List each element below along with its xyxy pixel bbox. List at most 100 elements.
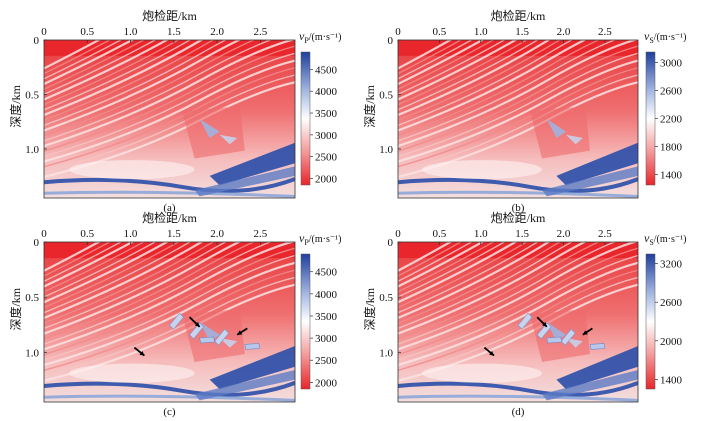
colorbar-tick-label: 2000 — [660, 336, 683, 348]
y-tick-label: 1.0 — [379, 144, 393, 156]
panel-b: 炮检距/km 0 0.5 1.0 1.5 2.0 2.5 0 0.5 1.0 深度/km (b) 140… — [362, 8, 687, 214]
heatmap-image — [398, 40, 638, 198]
colorbar-subscript: P — [304, 238, 309, 247]
colorbar-tick-label: 4000 — [315, 86, 338, 98]
y-tick-label: 0 — [388, 237, 394, 249]
panel-caption: (d) — [512, 406, 525, 418]
colorbar-tick-label: 4500 — [315, 64, 338, 76]
colorbar-tick-label: 4500 — [315, 267, 338, 279]
annotation-arrow — [582, 327, 593, 336]
annotation-arrow — [483, 346, 495, 357]
colorbar-tick-label: 1400 — [660, 374, 683, 386]
colorbar-tick-label: 3500 — [315, 108, 338, 120]
x-tick-label: 2.0 — [210, 26, 224, 38]
x-axis-label: 炮检距/km — [142, 210, 197, 225]
x-tick-label: 0 — [41, 26, 47, 38]
x-tick-label: 2.0 — [557, 228, 571, 240]
colorbar-unit: /(m·s⁻¹) — [654, 32, 687, 43]
colorbar-tick-label: 3000 — [315, 333, 338, 345]
y-axis-label: 深度/km — [362, 84, 377, 127]
colorbar: 1400 1800 2200 2600 3000 vS/(m·s⁻¹) — [644, 29, 687, 186]
plot-frame — [43, 39, 296, 199]
colorbar-title: vS/(m·s⁻¹) — [644, 231, 687, 247]
y-axis-label: 深度/km — [8, 287, 23, 330]
colorbar-unit: /(m·s⁻¹) — [309, 234, 342, 245]
colorbar-tick-label: 2500 — [315, 152, 338, 164]
x-tick-label: 2.5 — [254, 228, 268, 240]
colorbar-unit: /(m·s⁻¹) — [654, 234, 687, 245]
heatmap-image — [44, 242, 295, 402]
colorbar-subscript: P — [304, 36, 309, 45]
plot-frame — [43, 241, 296, 403]
colorbar-subscript: S — [649, 36, 653, 45]
colorbar-tick-label: 3000 — [660, 58, 683, 70]
colorbar-tick-label: 4000 — [315, 289, 338, 301]
x-tick-label: 2.5 — [598, 228, 612, 240]
x-tick-label: 1.0 — [124, 228, 138, 240]
colorbar: 1400 2000 2600 3200 vS/(m·s⁻¹) — [644, 231, 687, 390]
x-tick-label: 1.5 — [515, 228, 529, 240]
colorbar-quantity: v — [644, 29, 650, 43]
panel-a: 炮检距/km 0 0.5 1.0 1.5 2.0 2.5 0 0.5 1.0 深度/km (a) 200… — [8, 8, 342, 214]
colorbar-gradient — [645, 51, 656, 186]
x-tick-label: 2.5 — [254, 26, 268, 38]
colorbar-gradient — [645, 253, 656, 390]
heatmap-image — [44, 40, 295, 198]
colorbar-tick-label: 1800 — [660, 142, 683, 154]
plot-frame — [397, 39, 639, 199]
x-tick-label: 1.5 — [515, 26, 529, 38]
colorbar-tick-label: 2000 — [315, 377, 338, 389]
x-tick-label: 0.5 — [433, 26, 447, 38]
colorbar-tick-label: 2200 — [660, 114, 683, 126]
colorbar-tick-label: 2600 — [660, 86, 683, 98]
annotation-arrow — [236, 327, 248, 336]
x-tick-label: 0.5 — [80, 26, 94, 38]
y-tick-label: 0.5 — [25, 89, 39, 101]
colorbar-quantity: v — [644, 231, 650, 245]
x-tick-label: 1.0 — [474, 26, 488, 38]
x-tick-label: 2.0 — [557, 26, 571, 38]
panel-d: 炮检距/km 0 0.5 1.0 1.5 2.0 2.5 0 0.5 1.0 深度/km (d) 140… — [362, 210, 687, 418]
y-tick-label: 0 — [34, 237, 40, 249]
colorbar-tick-label: 2500 — [315, 355, 338, 367]
colorbar-tick-label: 3000 — [315, 130, 338, 142]
y-axis-label: 深度/km — [362, 287, 377, 330]
x-tick-label: 2.5 — [598, 26, 612, 38]
colorbar: 2000 2500 3000 3500 4000 4500 vP/(m·s⁻¹) — [299, 231, 342, 389]
y-tick-label: 1.0 — [379, 347, 393, 359]
x-axis-label: 炮检距/km — [491, 210, 546, 225]
colorbar: 2000 2500 3000 3500 4000 4500 vP/(m·s⁻¹) — [299, 29, 342, 185]
colorbar-unit: /(m·s⁻¹) — [309, 32, 342, 43]
x-tick-label: 0.5 — [433, 228, 447, 240]
colorbar-gradient — [300, 253, 311, 390]
colorbar-title: vP/(m·s⁻¹) — [299, 29, 342, 45]
x-axis-label: 炮检距/km — [142, 8, 197, 23]
y-tick-label: 0.5 — [25, 292, 39, 304]
y-tick-label: 1.0 — [25, 144, 39, 156]
annotation-arrow — [133, 346, 145, 357]
x-tick-label: 1.0 — [474, 228, 488, 240]
colorbar-tick-label: 2000 — [315, 173, 338, 185]
panel-caption: (a) — [163, 202, 176, 214]
colorbar-title: vS/(m·s⁻¹) — [644, 29, 687, 45]
y-tick-label: 1.0 — [25, 347, 39, 359]
plot-frame — [397, 241, 639, 403]
x-tick-label: 1.5 — [167, 228, 181, 240]
annotation-arrow — [188, 316, 201, 328]
heatmap-image — [398, 242, 638, 402]
panel-c: 炮检距/km 0 0.5 1.0 1.5 2.0 2.5 0 0.5 1.0 深度/km (c) 200… — [8, 210, 342, 418]
x-tick-label: 0 — [41, 228, 47, 240]
y-axis-label: 深度/km — [8, 84, 23, 127]
panel-caption: (c) — [163, 406, 176, 418]
x-tick-label: 0 — [395, 26, 401, 38]
x-tick-label: 1.5 — [167, 26, 181, 38]
y-tick-label: 0.5 — [379, 292, 393, 304]
colorbar-tick-label: 1400 — [660, 170, 683, 182]
colorbar-gradient — [300, 51, 311, 186]
annotation-arrow — [536, 316, 548, 328]
colorbar-subscript: S — [649, 238, 653, 247]
panel-caption: (b) — [512, 202, 525, 214]
x-tick-label: 2.0 — [210, 228, 224, 240]
colorbar-tick-label: 2600 — [660, 297, 683, 309]
